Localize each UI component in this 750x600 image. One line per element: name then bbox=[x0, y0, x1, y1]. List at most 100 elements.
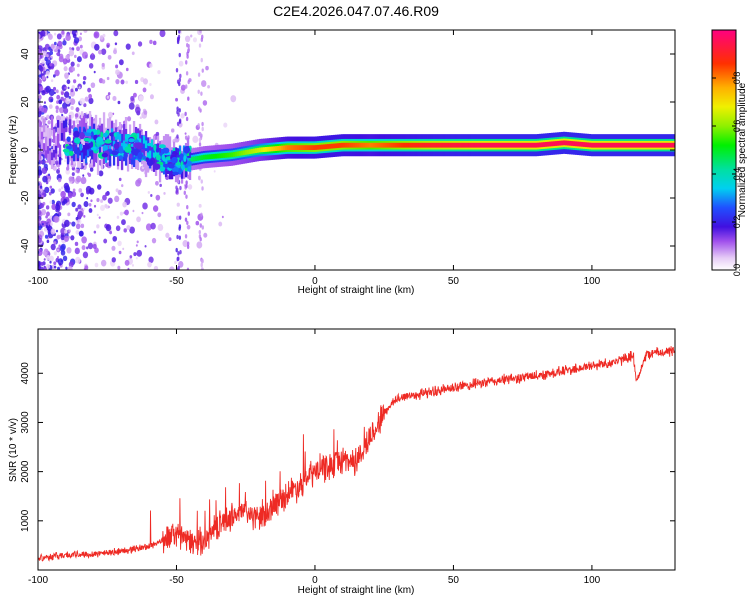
spectrogram-noise-blob bbox=[67, 86, 70, 90]
spectrogram-noise-blob bbox=[178, 52, 181, 58]
spectrogram-ridge-cell bbox=[388, 142, 392, 148]
spectrogram-noise-blob bbox=[38, 169, 43, 176]
spectrogram-noise-blob bbox=[79, 44, 83, 49]
spectrogram-ridge-cell bbox=[526, 142, 530, 148]
spectrogram-ridge-cell bbox=[314, 145, 318, 150]
spectrogram-noise-blob bbox=[73, 37, 80, 44]
spectrogram-ridge-cell bbox=[112, 151, 116, 166]
spectrogram-noise-blob bbox=[88, 203, 92, 207]
spectrogram-ridge-cell bbox=[84, 143, 88, 157]
spectrogram-noise-blob bbox=[200, 258, 204, 264]
spectrogram-ridge-cell bbox=[96, 142, 100, 175]
spectrogram-ridge-cell bbox=[132, 153, 136, 168]
spectrogram-noise-blob bbox=[38, 189, 41, 197]
spectrogram-ridge-cell bbox=[292, 145, 296, 150]
spectrogram-noise-blob bbox=[111, 257, 116, 263]
spectrogram-noise-blob bbox=[198, 137, 202, 143]
spectrogram-noise-blob bbox=[92, 243, 97, 249]
spectrogram-ridge-cell bbox=[588, 142, 592, 148]
spectrogram-noise-blob bbox=[63, 198, 68, 204]
spectrogram-noise-blob bbox=[114, 42, 118, 46]
spectrogram-ridge-cell bbox=[650, 142, 654, 148]
spectrogram-noise-blob bbox=[135, 256, 138, 260]
spectrogram-noise-blob bbox=[55, 105, 59, 110]
spectrogram-noise-blob bbox=[199, 30, 202, 34]
spectrogram-ridge-cell bbox=[368, 142, 372, 148]
spectrogram-ridge-cell bbox=[560, 140, 564, 146]
spectrogram-ridge-cell bbox=[330, 143, 334, 149]
spectrogram-noise-blob bbox=[197, 89, 200, 95]
spectrogram-ridge-cell bbox=[422, 142, 426, 148]
spectrogram-noise-blob bbox=[128, 102, 135, 110]
spectrogram-ridge-cell bbox=[404, 142, 408, 148]
spectrogram-noise-blob bbox=[83, 103, 87, 108]
spectrogram-ridge-cell bbox=[386, 142, 390, 148]
spectrogram-ridge-cell bbox=[244, 149, 248, 155]
spectrogram-ridge-cell bbox=[442, 142, 446, 148]
spectrogram-ridge-cell bbox=[496, 142, 500, 148]
spectrogram-noise-blob bbox=[223, 122, 228, 128]
spectrogram-ridge-cell bbox=[50, 116, 54, 131]
spectrogram-noise-blob bbox=[122, 247, 125, 251]
spectrogram-ridge-cell bbox=[464, 142, 468, 148]
spectrogram-noise-blob bbox=[86, 197, 89, 200]
spectrogram-noise-blob bbox=[50, 222, 53, 227]
spectrogram-ridge-cell bbox=[214, 153, 218, 159]
spectrogram-noise-blob bbox=[55, 229, 59, 233]
spectrogram-spot bbox=[181, 164, 185, 171]
spectrogram-noise-blob bbox=[38, 33, 41, 40]
spectrogram-spot bbox=[163, 158, 168, 163]
spectrogram-ridge-cell bbox=[434, 142, 438, 148]
spectrogram-ridge-cell bbox=[522, 142, 526, 148]
spectrogram-ridge-cell bbox=[384, 142, 388, 148]
spectrogram-ridge-cell bbox=[60, 123, 64, 137]
spectrogram-ridge-cell bbox=[120, 149, 124, 170]
spectrogram-spot bbox=[123, 152, 128, 159]
spectrogram-noise-blob bbox=[97, 184, 102, 190]
spectrogram-noise-blob bbox=[170, 128, 175, 133]
spectrogram-noise-blob bbox=[118, 177, 122, 182]
spectrogram-spot bbox=[153, 163, 161, 170]
spectrogram-noise-blob bbox=[38, 198, 41, 206]
spectrogram-ridge-cell bbox=[598, 142, 602, 148]
spectrogram-noise-blob bbox=[50, 79, 54, 83]
spectrogram-noise-blob bbox=[68, 176, 73, 182]
spectrogram-noise-blob bbox=[69, 221, 72, 225]
spectrogram-noise-blob bbox=[221, 215, 224, 219]
spectrogram-noise-blob bbox=[42, 50, 47, 57]
spectrogram-noise-blob bbox=[54, 69, 60, 77]
colorbar-ticks: 0.0 0.2 0.4 0.6 0.8 bbox=[712, 72, 742, 276]
spectrogram-noise-blob bbox=[155, 194, 161, 201]
spectrogram-noise-blob bbox=[48, 104, 53, 109]
spectrogram-ridge-cell bbox=[532, 142, 536, 148]
spectrogram-noise-blob bbox=[48, 222, 51, 225]
spectrogram-noise-blob bbox=[65, 34, 71, 42]
spectrogram-noise-blob bbox=[65, 97, 71, 105]
spectrogram-ridge-cell bbox=[126, 139, 130, 172]
spectrogram-noise-blob bbox=[178, 215, 182, 220]
spectrogram-noise-blob bbox=[147, 261, 152, 268]
spectrogram-ridge-cell bbox=[428, 142, 432, 148]
spectrogram-noise-blob bbox=[149, 94, 154, 100]
spectrogram-noise-blob bbox=[71, 67, 76, 72]
spectrogram-noise-blob bbox=[70, 88, 74, 93]
spectrogram-noise-blob bbox=[68, 47, 72, 51]
spectrogram-noise-blob bbox=[52, 86, 57, 91]
spectrogram-ridge-cell bbox=[600, 142, 604, 148]
spectrogram-ridge-cell bbox=[570, 141, 574, 146]
spectrogram-ridge-cell bbox=[582, 142, 586, 147]
spectrogram-noise-blob bbox=[149, 39, 153, 45]
spectrogram-ridge-cell bbox=[572, 141, 576, 147]
spectrogram-ridge-cell bbox=[366, 142, 370, 148]
spectrogram-noise-blob bbox=[65, 266, 68, 270]
spectrogram-ridge-cell bbox=[272, 146, 276, 152]
spectrogram-noise-blob bbox=[74, 247, 80, 255]
spectrogram-noise-blob bbox=[62, 255, 68, 262]
spectrogram-noise-blob bbox=[72, 188, 76, 192]
spectrogram-spot bbox=[118, 155, 123, 160]
spectrogram-noise-blob bbox=[53, 251, 57, 256]
spectrogram-ridge-cell bbox=[290, 145, 294, 150]
spectrogram-spot bbox=[171, 156, 178, 164]
spectrogram-marks bbox=[38, 30, 675, 270]
spectrogram-ridge-cell bbox=[544, 141, 548, 147]
